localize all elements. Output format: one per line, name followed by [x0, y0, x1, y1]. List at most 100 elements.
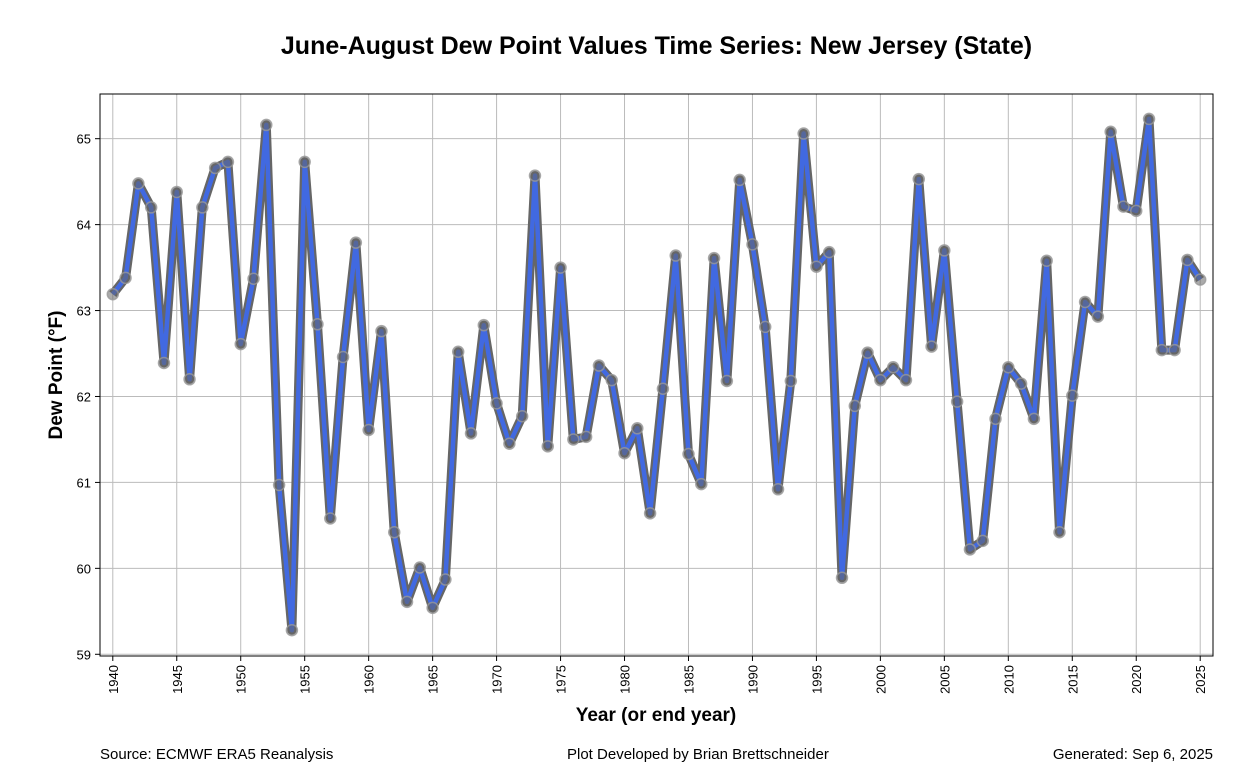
data-point — [1104, 125, 1117, 139]
data-point — [1142, 112, 1156, 126]
data-point — [784, 374, 798, 388]
data-point — [285, 623, 299, 637]
data-point — [976, 534, 989, 548]
data-point — [1155, 343, 1169, 357]
data-point — [528, 169, 542, 182]
data-point — [554, 261, 567, 274]
data-point — [912, 172, 926, 186]
data-point — [848, 399, 862, 413]
data-point — [119, 271, 132, 285]
data-point — [1078, 295, 1092, 309]
data-point — [605, 373, 618, 387]
x-tick-label: 1965 — [426, 665, 441, 694]
data-point — [490, 397, 503, 410]
data-point — [733, 173, 746, 187]
data-point — [144, 201, 158, 214]
x-tick-label: 1940 — [106, 665, 121, 694]
x-tick-label: 1950 — [234, 665, 249, 694]
data-point — [349, 236, 363, 249]
y-tick-label: 59 — [77, 647, 91, 662]
y-tick-label: 64 — [77, 218, 91, 233]
x-tick-label: 1970 — [490, 665, 505, 694]
x-tick-label: 1990 — [745, 665, 760, 694]
data-point — [196, 201, 209, 214]
data-point — [1066, 389, 1079, 402]
data-point — [247, 272, 260, 286]
data-point — [375, 324, 388, 338]
data-point — [311, 318, 324, 331]
x-tick-label: 2005 — [937, 665, 952, 694]
y-tick-label: 60 — [77, 561, 91, 576]
data-point — [157, 356, 171, 370]
data-point — [579, 430, 593, 444]
y-tick-label: 65 — [77, 132, 91, 147]
axes: 1940 1945 1950 1955 1960 1965 1970 1975 1980 1985… — [77, 132, 1209, 694]
y-tick-label: 62 — [77, 389, 91, 404]
series-dew-point — [106, 112, 1207, 637]
data-point — [925, 340, 938, 353]
x-tick-label: 2025 — [1193, 665, 1208, 694]
x-tick-label: 1985 — [681, 665, 696, 694]
data-point — [1091, 310, 1105, 323]
x-tick-label: 2020 — [1129, 665, 1144, 694]
data-point — [950, 395, 964, 408]
series-line — [111, 116, 1203, 633]
data-point — [707, 251, 721, 265]
data-point — [631, 422, 644, 435]
data-point — [797, 127, 810, 140]
data-point — [861, 346, 874, 359]
data-point — [451, 345, 465, 359]
x-tick-label: 2010 — [1001, 665, 1016, 694]
data-point — [464, 427, 478, 440]
plot-frame — [99, 93, 1214, 657]
y-tick-label: 61 — [77, 475, 91, 490]
data-point — [1040, 254, 1053, 267]
data-point — [272, 478, 286, 492]
data-point — [170, 185, 184, 199]
data-point — [413, 561, 427, 574]
chart-title: June-August Dew Point Values Time Series… — [280, 32, 1033, 60]
data-point — [822, 245, 836, 259]
generated-date: Generated: Sep 6, 2025 — [1052, 746, 1213, 763]
y-axis-label: Dew Point (°F) — [46, 311, 67, 440]
data-point — [758, 320, 772, 334]
data-point — [963, 543, 977, 556]
data-point — [1014, 377, 1028, 390]
data-point — [618, 446, 631, 460]
data-point — [874, 373, 887, 387]
x-tick-label: 1975 — [554, 665, 569, 694]
data-point — [515, 409, 529, 423]
data-point — [208, 161, 222, 175]
data-point — [183, 373, 196, 386]
y-tick-label: 63 — [77, 304, 91, 319]
data-point — [260, 118, 273, 132]
x-tick-label: 1945 — [170, 665, 185, 694]
data-point — [682, 447, 695, 461]
data-point — [886, 361, 900, 374]
data-point — [132, 177, 145, 190]
data-point — [1002, 361, 1015, 374]
x-tick-label: 1955 — [298, 665, 313, 694]
data-point — [324, 512, 337, 525]
x-tick-label: 1995 — [809, 665, 824, 694]
data-point — [439, 573, 452, 586]
data-point — [899, 373, 913, 387]
data-point — [592, 359, 606, 372]
data-point — [362, 423, 375, 437]
data-point — [656, 382, 670, 395]
data-point — [669, 249, 682, 262]
data-point — [720, 374, 734, 388]
data-point — [810, 260, 823, 273]
data-point — [1181, 253, 1194, 267]
x-tick-label: 1960 — [362, 665, 377, 694]
data-point — [746, 238, 759, 251]
data-point — [695, 477, 708, 491]
data-point — [567, 433, 580, 446]
data-point — [1129, 204, 1143, 218]
x-tick-label: 1980 — [618, 665, 633, 694]
data-point — [387, 526, 401, 539]
data-point — [503, 437, 516, 450]
data-point — [234, 337, 247, 351]
data-point — [400, 595, 414, 609]
